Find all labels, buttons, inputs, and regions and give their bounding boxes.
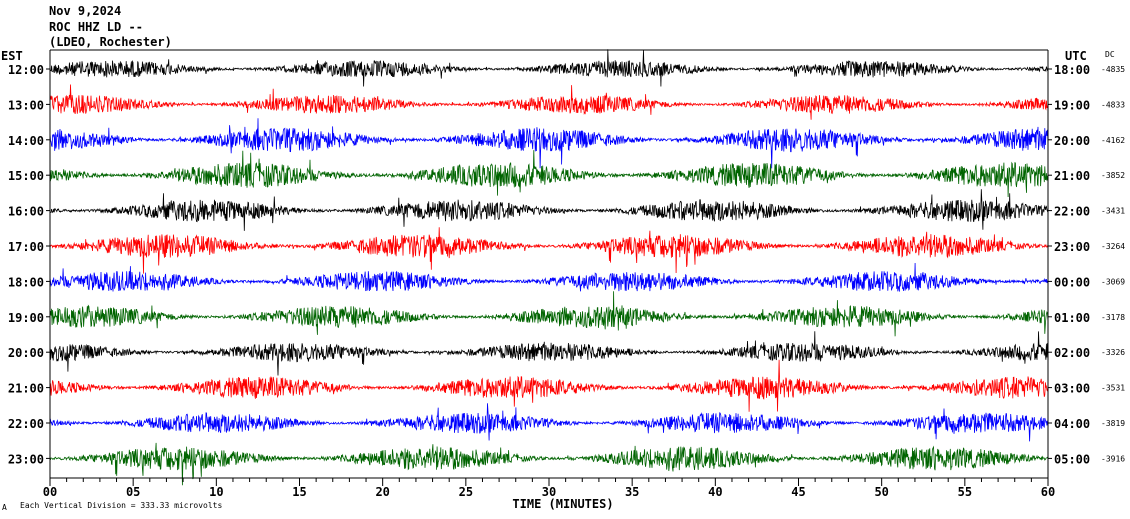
utc-labels: 18:00 19:00 20:00 21:00 22:00 23:00 00:00 01:00… xyxy=(1054,63,1090,466)
dc-values: -4835 -4833 -4162 -3852 -3431 -3264 -3069 -3178… xyxy=(1101,65,1125,463)
trace-row-1800 xyxy=(49,262,1049,292)
dc-value: -3916 xyxy=(1101,454,1125,463)
x-axis: 00 05 10 15 20 25 30 35 40 45 50 55 60 xyxy=(43,478,1055,499)
trace-row-2200 xyxy=(49,403,1049,442)
dc-value: -3326 xyxy=(1101,348,1125,357)
trace-row-1900 xyxy=(49,291,1049,337)
x-tick-label: 10 xyxy=(209,485,223,499)
trace-group xyxy=(49,49,1049,486)
est-tick-label: 12:00 xyxy=(8,63,44,77)
plot-frame xyxy=(46,49,1052,479)
utc-tick-label: 04:00 xyxy=(1054,417,1090,431)
right-axis-label: UTC xyxy=(1065,49,1087,63)
x-tick-label: 15 xyxy=(292,485,306,499)
trace-row-2300 xyxy=(50,442,1049,486)
est-tick-label: 20:00 xyxy=(8,346,44,360)
utc-tick-label: 01:00 xyxy=(1054,311,1090,325)
utc-tick-label: 18:00 xyxy=(1054,63,1090,77)
est-labels: 12:00 13:00 14:00 15:00 16:00 17:00 18:00 19:00… xyxy=(8,63,44,466)
dc-value: -4162 xyxy=(1101,136,1125,145)
trace-row-1500 xyxy=(49,150,1049,198)
trace-row-1400 xyxy=(49,118,1049,169)
x-tick-label: 00 xyxy=(43,485,57,499)
trace-row-2100 xyxy=(49,359,1049,412)
dc-label: DC xyxy=(1105,50,1115,59)
utc-tick-label: 02:00 xyxy=(1054,346,1090,360)
dc-value: -3178 xyxy=(1101,313,1125,322)
est-tick-label: 19:00 xyxy=(8,311,44,325)
utc-tick-label: 00:00 xyxy=(1054,275,1090,289)
dc-value: -3852 xyxy=(1101,171,1125,180)
header-date: Nov 9,2024 xyxy=(49,4,121,18)
est-tick-label: 15:00 xyxy=(8,169,44,183)
dc-value: -4835 xyxy=(1101,65,1125,74)
trace-row-1600 xyxy=(49,189,1049,231)
utc-tick-label: 19:00 xyxy=(1054,98,1090,112)
x-axis-title: TIME (MINUTES) xyxy=(512,497,613,511)
x-tick-label: 20 xyxy=(375,485,389,499)
est-tick-label: 13:00 xyxy=(8,98,44,112)
utc-tick-label: 05:00 xyxy=(1054,452,1090,466)
header-network: (LDEO, Rochester) xyxy=(49,35,172,49)
x-tick-label: 35 xyxy=(625,485,639,499)
trace-row-1200 xyxy=(49,49,1049,87)
x-tick-label: 30 xyxy=(542,485,556,499)
est-tick-label: 21:00 xyxy=(8,382,44,396)
corner-mark: A xyxy=(2,503,7,512)
dc-value: -3431 xyxy=(1101,207,1125,216)
x-tick-label: 45 xyxy=(791,485,805,499)
dc-value: -3531 xyxy=(1101,384,1125,393)
est-tick-label: 14:00 xyxy=(8,134,44,148)
utc-tick-label: 20:00 xyxy=(1054,134,1090,148)
x-tick-label: 05 xyxy=(126,485,140,499)
dc-value: -3819 xyxy=(1101,419,1125,428)
est-tick-label: 22:00 xyxy=(8,417,44,431)
x-tick-label: 55 xyxy=(958,485,972,499)
scale-note: Each Vertical Division = 333.33 microvol… xyxy=(20,501,222,510)
x-tick-label: 25 xyxy=(459,485,473,499)
est-tick-label: 23:00 xyxy=(8,452,44,466)
est-tick-label: 17:00 xyxy=(8,240,44,254)
left-axis-label: EST xyxy=(1,49,23,63)
trace-row-1300 xyxy=(49,84,1049,120)
dc-value: -3264 xyxy=(1101,242,1125,251)
dc-value: -3069 xyxy=(1101,277,1125,286)
utc-tick-label: 03:00 xyxy=(1054,382,1090,396)
est-tick-label: 16:00 xyxy=(8,205,44,219)
x-tick-label: 60 xyxy=(1041,485,1055,499)
dc-value: -4833 xyxy=(1101,100,1125,109)
est-tick-label: 18:00 xyxy=(8,275,44,289)
x-tick-label: 50 xyxy=(874,485,888,499)
trace-row-1700 xyxy=(49,227,1049,274)
utc-tick-label: 22:00 xyxy=(1054,205,1090,219)
utc-tick-label: 23:00 xyxy=(1054,240,1090,254)
header-station: ROC HHZ LD -- xyxy=(49,20,143,34)
utc-tick-label: 21:00 xyxy=(1054,169,1090,183)
x-tick-label: 40 xyxy=(708,485,722,499)
trace-row-2000 xyxy=(49,331,1049,376)
